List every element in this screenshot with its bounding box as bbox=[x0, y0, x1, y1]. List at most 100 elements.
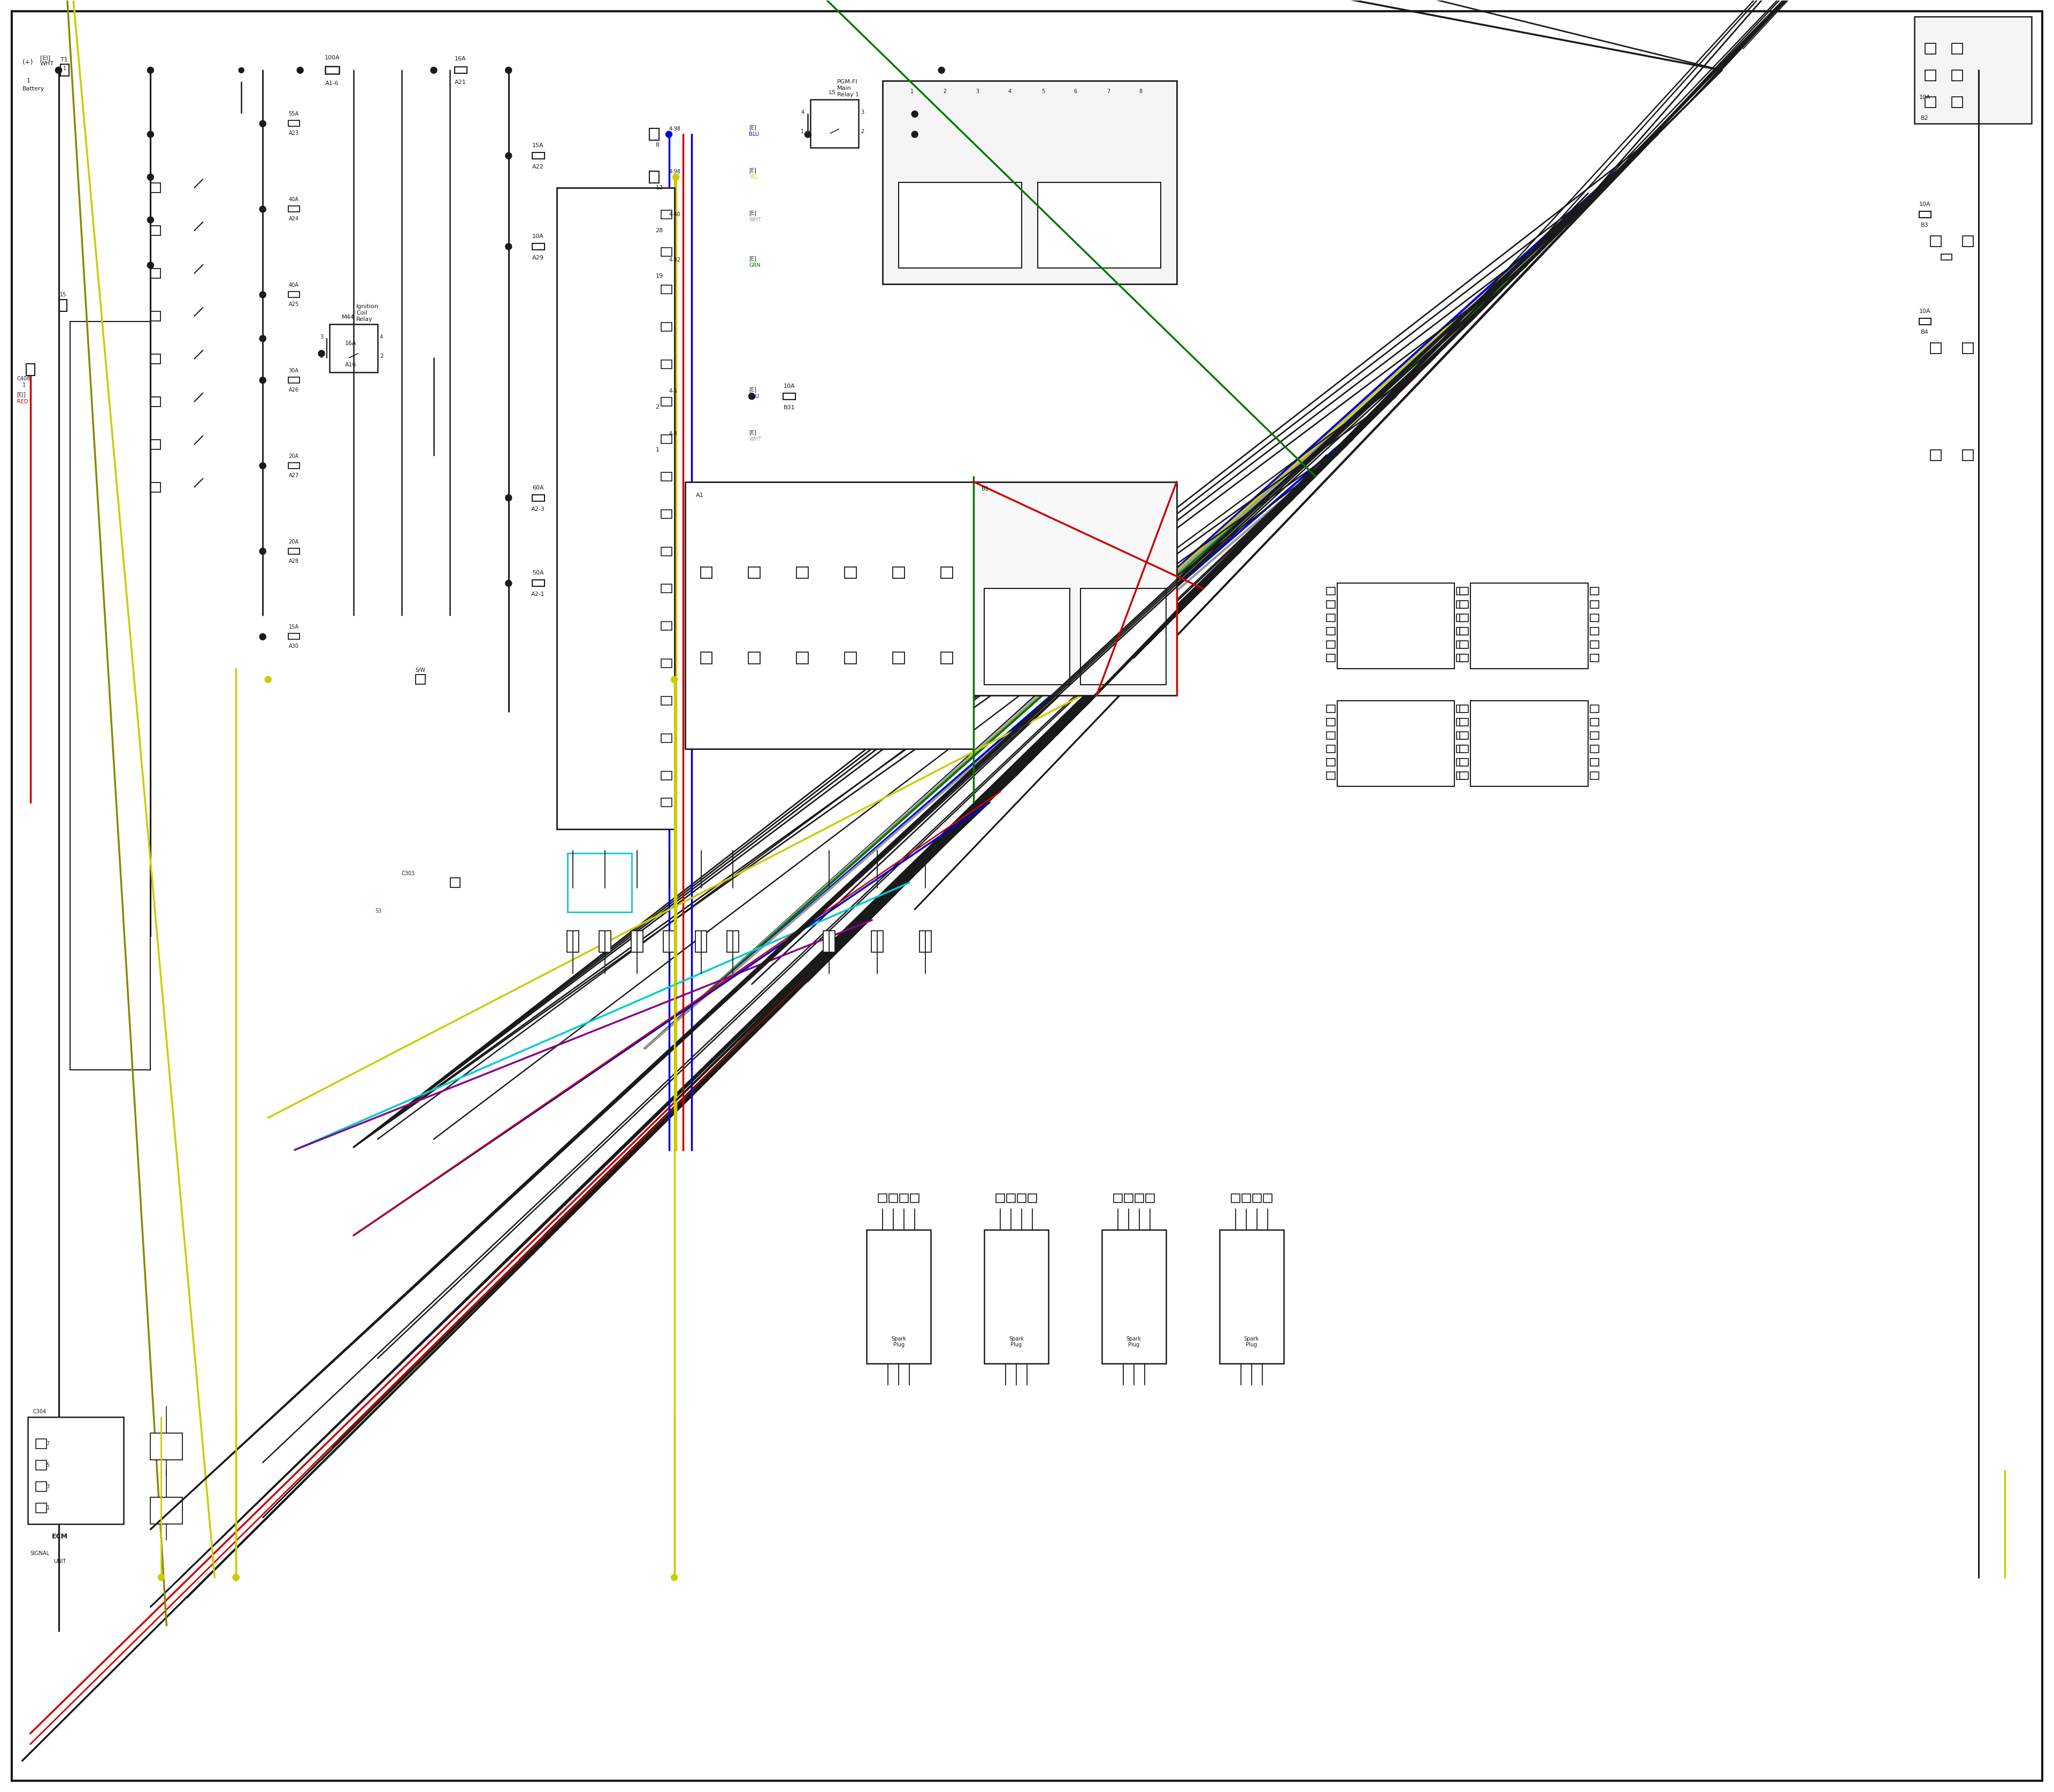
Bar bbox=[941, 652, 953, 665]
Circle shape bbox=[672, 1573, 678, 1581]
Circle shape bbox=[505, 244, 511, 249]
Text: RED: RED bbox=[16, 400, 29, 405]
Text: 3: 3 bbox=[320, 335, 322, 340]
Bar bbox=[1590, 745, 1598, 753]
Circle shape bbox=[259, 120, 265, 127]
Text: 100A: 100A bbox=[325, 56, 339, 61]
Text: Relay: Relay bbox=[355, 317, 372, 323]
Text: UNIT: UNIT bbox=[53, 1559, 66, 1564]
Text: 1: 1 bbox=[64, 66, 66, 72]
Bar bbox=[1590, 654, 1598, 661]
Bar bbox=[1456, 772, 1465, 780]
Text: Relay 1: Relay 1 bbox=[838, 91, 859, 97]
Bar bbox=[288, 292, 300, 297]
Bar bbox=[1951, 43, 1962, 54]
Bar bbox=[1327, 615, 1335, 622]
Bar bbox=[1460, 615, 1469, 622]
Bar bbox=[1456, 745, 1465, 753]
Bar bbox=[532, 581, 544, 586]
Bar bbox=[288, 120, 300, 127]
Circle shape bbox=[672, 174, 680, 181]
Circle shape bbox=[259, 292, 265, 297]
Bar bbox=[889, 1193, 898, 1202]
Bar bbox=[1327, 642, 1335, 649]
Bar bbox=[649, 391, 659, 401]
Bar bbox=[152, 226, 160, 235]
Text: A2-1: A2-1 bbox=[532, 591, 544, 597]
Bar bbox=[1460, 731, 1469, 740]
Text: 20A: 20A bbox=[290, 539, 298, 545]
Text: 2: 2 bbox=[655, 405, 659, 410]
Text: 3: 3 bbox=[861, 109, 865, 115]
Text: 4-98: 4-98 bbox=[670, 168, 680, 174]
Bar bbox=[1146, 1193, 1154, 1202]
Text: 10A: 10A bbox=[1918, 202, 1931, 208]
Text: [E]: [E] bbox=[750, 387, 756, 392]
Bar bbox=[1327, 627, 1335, 634]
Bar bbox=[661, 547, 672, 556]
Bar bbox=[567, 853, 631, 912]
Bar bbox=[1456, 731, 1465, 740]
Text: GRN: GRN bbox=[750, 263, 760, 269]
Text: C408: C408 bbox=[16, 376, 31, 382]
Bar bbox=[797, 566, 809, 579]
Bar bbox=[1460, 706, 1469, 713]
Bar bbox=[984, 1229, 1048, 1364]
Text: 10A: 10A bbox=[532, 233, 544, 238]
Bar bbox=[1253, 1193, 1261, 1202]
Circle shape bbox=[805, 131, 811, 138]
Text: 15: 15 bbox=[60, 292, 66, 297]
Bar bbox=[150, 1498, 183, 1523]
Bar bbox=[844, 652, 857, 665]
Bar bbox=[1080, 590, 1167, 685]
Circle shape bbox=[148, 174, 154, 181]
Text: 12: 12 bbox=[655, 185, 663, 190]
Bar bbox=[1471, 701, 1588, 787]
Bar bbox=[649, 213, 659, 226]
Text: 4-3: 4-3 bbox=[670, 432, 678, 435]
Bar bbox=[661, 435, 672, 443]
Text: 1: 1 bbox=[910, 90, 914, 95]
Bar bbox=[1456, 758, 1465, 767]
Text: PGM-FI: PGM-FI bbox=[838, 79, 859, 84]
Text: BLU: BLU bbox=[750, 131, 760, 136]
Text: 30A: 30A bbox=[290, 367, 298, 373]
Circle shape bbox=[259, 634, 265, 640]
Bar bbox=[1460, 758, 1469, 767]
Bar bbox=[152, 439, 160, 450]
Text: B4: B4 bbox=[1920, 330, 1929, 335]
Text: A16: A16 bbox=[345, 362, 357, 367]
Bar bbox=[694, 930, 707, 952]
Text: A1: A1 bbox=[696, 493, 702, 498]
Bar bbox=[532, 152, 544, 159]
Text: 8: 8 bbox=[655, 142, 659, 147]
Bar bbox=[1962, 237, 1974, 247]
Bar bbox=[1962, 342, 1974, 353]
Text: [E]: [E] bbox=[750, 256, 756, 262]
Bar bbox=[649, 172, 659, 183]
Text: 4-5: 4-5 bbox=[670, 389, 678, 394]
Bar bbox=[1460, 719, 1469, 726]
Text: A23: A23 bbox=[290, 131, 298, 136]
Text: WHT: WHT bbox=[39, 61, 53, 66]
Text: A24: A24 bbox=[290, 217, 298, 222]
Text: 3: 3 bbox=[976, 90, 980, 95]
Bar bbox=[1456, 654, 1465, 661]
Text: A22: A22 bbox=[532, 165, 544, 170]
Text: 19: 19 bbox=[655, 274, 663, 280]
Bar bbox=[974, 482, 1177, 695]
Text: B2: B2 bbox=[1920, 116, 1929, 122]
Circle shape bbox=[672, 676, 678, 683]
Text: 16A: 16A bbox=[454, 56, 466, 61]
Circle shape bbox=[431, 66, 438, 73]
Bar bbox=[288, 548, 300, 554]
Bar bbox=[1456, 706, 1465, 713]
Text: B3: B3 bbox=[1920, 222, 1929, 228]
Text: 1: 1 bbox=[655, 446, 659, 452]
Bar bbox=[984, 590, 1070, 685]
Text: [E]: [E] bbox=[750, 210, 756, 215]
Text: ECM: ECM bbox=[51, 1534, 68, 1539]
Text: 10A: 10A bbox=[1918, 95, 1931, 100]
Text: 1: 1 bbox=[47, 1505, 49, 1511]
Bar bbox=[900, 1193, 908, 1202]
